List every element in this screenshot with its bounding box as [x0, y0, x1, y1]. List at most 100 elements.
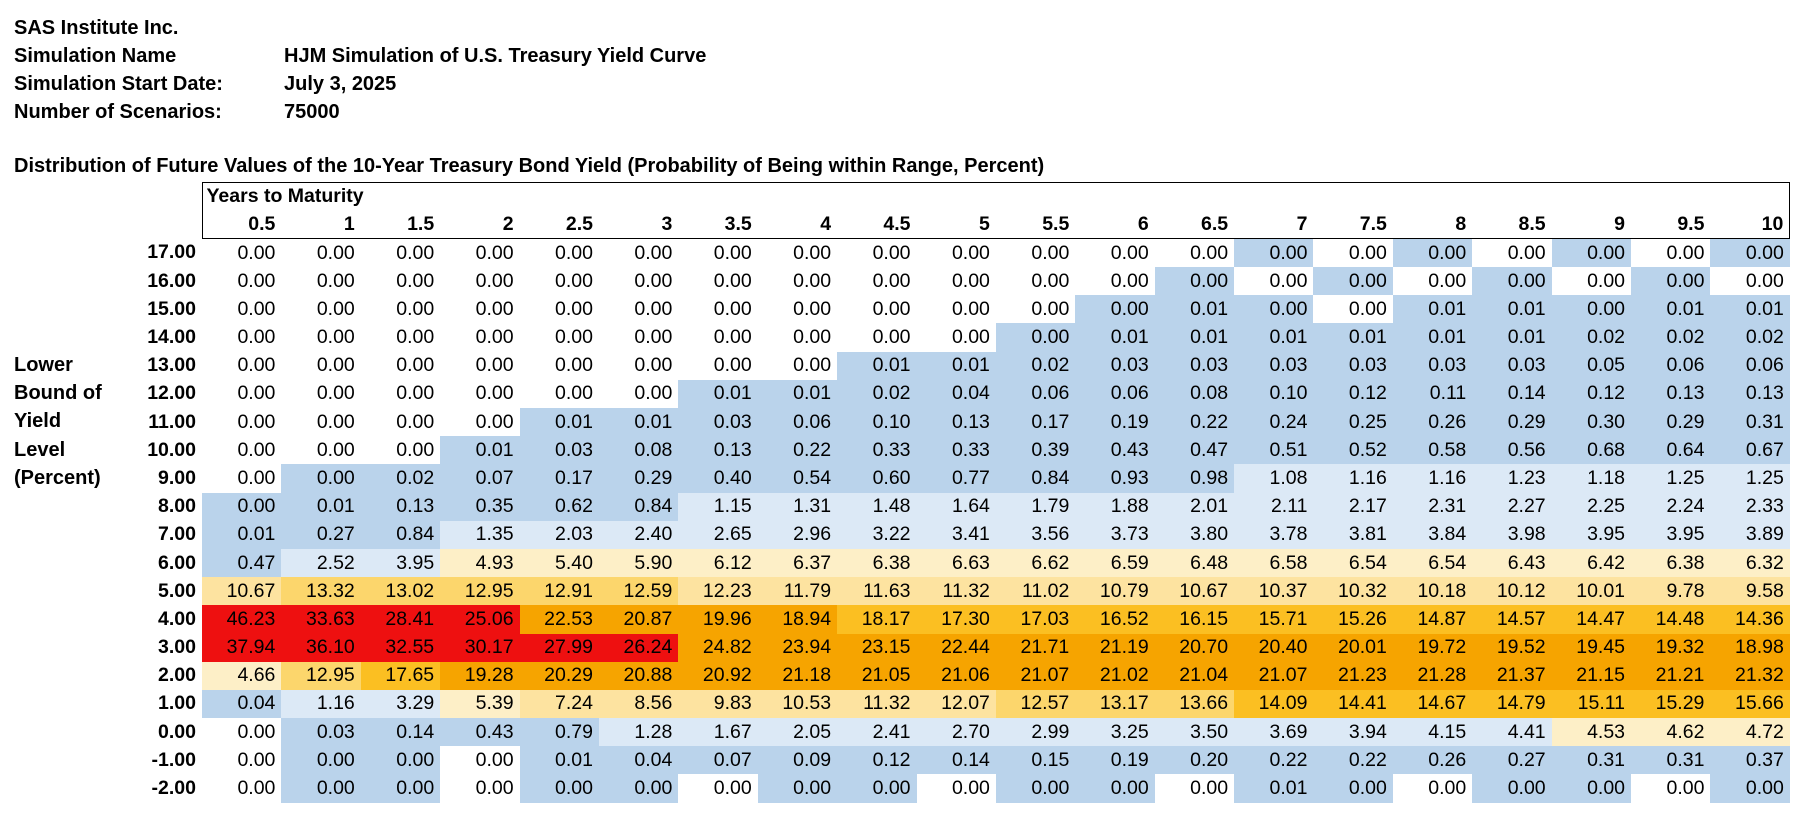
table-cell: 1.67	[678, 718, 758, 747]
table-cell: 12.59	[598, 577, 679, 606]
table-cell: 14.57	[1472, 605, 1552, 634]
table-cell: 21.06	[916, 661, 996, 690]
table-cell: 12.57	[995, 689, 1076, 719]
table-cell: 0.00	[1631, 238, 1711, 268]
table-cell: 14.48	[1631, 605, 1711, 634]
table-cell: 0.00	[440, 408, 520, 437]
table-cell: 19.28	[440, 661, 520, 690]
table-cell: 0.08	[598, 436, 679, 465]
table-cell: 0.02	[995, 351, 1076, 380]
table-cell: 0.00	[360, 379, 441, 408]
table-cell: 0.01	[519, 746, 599, 775]
table-cell: 0.01	[916, 351, 996, 380]
table-cell: 0.06	[995, 379, 1076, 408]
table-cell: 0.00	[281, 323, 361, 352]
table-row: -1.00 0.00 0.00 0.00 0.00 0.01 0.04 0.07 0.09 0.1…	[120, 746, 1790, 775]
table-cell: 0.00	[1551, 267, 1632, 296]
table-cell: 0.13	[916, 408, 996, 437]
meta-value: July 3, 2025	[284, 73, 397, 95]
table-cell: 22.53	[519, 605, 599, 634]
table-cell: 21.18	[757, 661, 838, 690]
table-cell: 0.01	[1631, 295, 1711, 324]
table-cell: 0.00	[678, 295, 758, 324]
table-cell: 14.47	[1551, 605, 1632, 634]
table-cell: 0.00	[1075, 774, 1155, 803]
table-cell: 0.00	[281, 267, 361, 296]
table-cell: 0.33	[837, 436, 917, 465]
table-title: Distribution of Future Values of the 10-…	[14, 155, 1045, 177]
table-cell: 16.15	[1154, 605, 1235, 634]
table-cell: 0.00	[995, 323, 1076, 352]
table-cell: 0.00	[837, 323, 917, 352]
table-cell: 0.00	[440, 774, 520, 803]
table-cell: 21.05	[837, 661, 917, 690]
table-cell: 2.03	[519, 520, 599, 549]
table-cell: 0.27	[281, 520, 361, 549]
table-cell: 21.02	[1075, 661, 1155, 690]
table-cell: 0.00	[1075, 295, 1155, 324]
table-cell: 0.62	[519, 492, 599, 521]
table-cell: 0.01	[1313, 323, 1393, 352]
table-cell: 2.27	[1472, 492, 1552, 521]
table-cell: 5.90	[598, 548, 679, 578]
table-cell: 4.53	[1551, 718, 1632, 747]
row-axis-label-line: Bound of	[14, 382, 102, 405]
table-cell: 17.03	[995, 605, 1076, 634]
table-cell: 0.01	[519, 408, 599, 437]
table-cell: 11.02	[995, 577, 1076, 606]
table-cell: 0.84	[598, 492, 679, 521]
table-cell: 0.01	[1710, 295, 1790, 324]
table-cell: 6.43	[1472, 548, 1552, 578]
table-cell: 0.06	[1710, 351, 1790, 380]
table-cell: 0.00	[1710, 267, 1790, 296]
table-cell: 0.31	[1551, 746, 1632, 775]
table-cell: 0.00	[519, 238, 599, 268]
table-cell: 36.10	[281, 633, 361, 662]
table-cell: 0.00	[281, 379, 361, 408]
table-cell: 10.37	[1234, 577, 1314, 606]
column-header: 1.5	[360, 210, 441, 240]
table-row: 5.00 10.67 13.32 13.02 12.95 12.91 12.59 12.23 1…	[120, 577, 1790, 606]
table-cell: 0.00	[281, 436, 361, 465]
table-cell: 27.99	[519, 633, 599, 662]
table-cell: 0.02	[837, 379, 917, 408]
table-cell: 32.55	[360, 633, 441, 662]
table-cell: 1.16	[281, 689, 361, 719]
table-cell: 21.37	[1472, 661, 1552, 690]
table-cell: 0.39	[995, 436, 1076, 465]
table-cell: 0.00	[360, 267, 441, 296]
column-header: 10	[1710, 210, 1791, 240]
table-cell: 0.27	[1472, 746, 1552, 775]
table-cell: 14.67	[1392, 689, 1473, 719]
table-cell: 0.00	[360, 238, 441, 268]
column-header: 6	[1075, 210, 1155, 240]
table-cell: 0.00	[598, 267, 679, 296]
table-row: 4.00 46.23 33.63 28.41 25.06 22.53 20.87 19.96 1…	[120, 605, 1790, 634]
table-cell: 0.03	[1472, 351, 1552, 380]
table-cell: 0.00	[440, 323, 520, 352]
meta-value: HJM Simulation of U.S. Treasury Yield Cu…	[284, 45, 707, 67]
column-header: 5	[916, 210, 996, 240]
table-cell: 10.32	[1313, 577, 1393, 606]
table-cell: 15.29	[1631, 689, 1711, 719]
table-row: 10.00 0.00 0.00 0.00 0.01 0.03 0.08 0.13 0.22 0.3…	[120, 436, 1790, 465]
table-cell: 0.03	[678, 408, 758, 437]
table-cell: 0.00	[1631, 774, 1711, 803]
table-cell: 1.79	[995, 492, 1076, 521]
table-cell: 0.07	[440, 464, 520, 493]
column-header: 8.5	[1472, 210, 1552, 240]
table-cell: 19.96	[678, 605, 758, 634]
table-cell: 13.32	[281, 577, 361, 606]
table-cell: 0.01	[757, 379, 838, 408]
table-cell: 19.72	[1392, 633, 1473, 662]
table-cell: 1.35	[440, 520, 520, 549]
table-cell: 18.17	[837, 605, 917, 634]
table-cell: 6.37	[757, 548, 838, 578]
row-header: -2.00	[151, 777, 196, 800]
meta-label: Number of Scenarios:	[14, 101, 222, 123]
table-cell: 17.65	[360, 661, 441, 690]
table-cell: 0.00	[202, 774, 282, 803]
simulation-info: SAS Institute Inc. Simulation Name HJM S…	[14, 14, 706, 126]
column-header: 3	[598, 210, 679, 240]
table-cell: 5.39	[440, 689, 520, 719]
